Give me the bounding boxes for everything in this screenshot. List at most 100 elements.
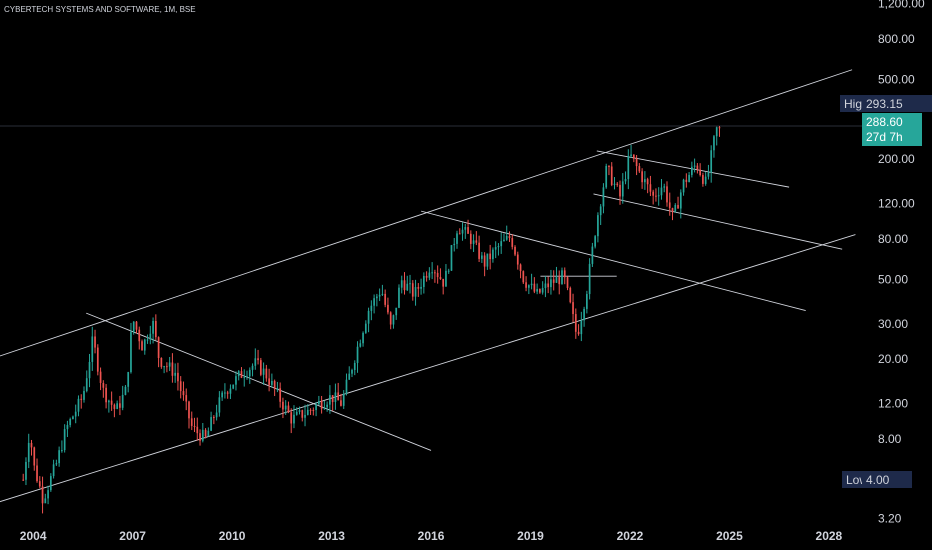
candle-body — [215, 412, 218, 418]
candle-body — [702, 175, 704, 184]
candle-body — [624, 179, 627, 182]
candle-body — [174, 372, 177, 376]
candle-body — [674, 204, 677, 212]
candle-body — [337, 392, 340, 401]
trendline — [0, 234, 856, 503]
candle-body — [221, 392, 224, 398]
x-tick-label: 2019 — [517, 529, 544, 543]
candle-body — [143, 339, 146, 351]
candle-body — [88, 361, 91, 379]
trendline — [0, 69, 853, 357]
candle-body — [367, 310, 370, 324]
candle-body — [508, 235, 511, 239]
candle-body — [431, 272, 433, 274]
candle-body — [516, 254, 519, 265]
candle-body — [248, 369, 251, 377]
candle-body — [359, 343, 362, 347]
candle-body — [464, 227, 467, 230]
candle-body — [442, 278, 445, 287]
candle-body — [25, 461, 27, 480]
candle-body — [530, 283, 533, 286]
y-tick-label: 3.20 — [878, 511, 902, 525]
candle-body — [229, 388, 232, 394]
candle-body — [602, 187, 605, 207]
candle-body — [218, 397, 221, 413]
trendline — [420, 210, 806, 312]
candle-body — [527, 285, 530, 288]
candle-body — [240, 371, 243, 378]
candle-body — [356, 346, 359, 363]
candle-body — [481, 255, 483, 259]
candle-body — [262, 368, 265, 375]
candle-body — [378, 294, 381, 297]
candle-body — [315, 404, 317, 411]
candle-body — [597, 215, 599, 237]
candle-body — [398, 287, 400, 308]
candle-body — [55, 463, 58, 465]
candle-body — [99, 371, 102, 383]
candle-body — [157, 337, 160, 358]
candle-body — [44, 498, 47, 504]
y-tick-label: 80.00 — [878, 232, 908, 246]
candle-body — [38, 481, 41, 487]
candle-body — [522, 271, 525, 283]
x-tick-label: 2004 — [20, 529, 47, 543]
y-tick-label: 800.00 — [878, 32, 915, 46]
candle-body — [641, 171, 643, 183]
candle-body — [348, 373, 351, 380]
chart-title: CYBERTECH SYSTEMS AND SOFTWARE, 1M, BSE — [4, 5, 196, 14]
candle-body — [608, 165, 610, 167]
candle-body — [511, 238, 514, 247]
candle-body — [583, 308, 585, 321]
x-tick-label: 2010 — [219, 529, 246, 543]
y-tick-label: 30.00 — [878, 317, 908, 331]
candle-body — [69, 418, 72, 426]
candle-body — [461, 229, 464, 234]
candle-body — [33, 447, 36, 466]
candle-body — [610, 166, 613, 185]
candle-body — [613, 183, 616, 185]
candle-body — [389, 312, 392, 325]
y-tick-label: 1,200.00 — [878, 0, 925, 11]
candle-body — [580, 320, 583, 335]
candle-body — [41, 486, 44, 504]
candle-body — [362, 332, 364, 344]
candle-body — [364, 323, 367, 333]
candle-body — [102, 382, 105, 388]
candle-body — [373, 298, 375, 306]
candle-body — [168, 362, 171, 367]
candle-body — [660, 187, 663, 196]
candle-body — [685, 179, 688, 182]
candle-body — [400, 280, 403, 288]
candle-body — [679, 192, 682, 209]
candle-body — [226, 392, 229, 394]
candle-body — [456, 233, 458, 244]
candle-body — [96, 347, 99, 372]
candle-body — [66, 425, 69, 430]
candle-body — [201, 429, 204, 441]
candle-body — [704, 176, 707, 184]
candle-body — [74, 411, 77, 417]
candle-body — [514, 246, 516, 255]
candle-body — [550, 279, 552, 288]
x-tick-label: 2016 — [418, 529, 445, 543]
candle-body — [475, 240, 478, 243]
bar-countdown: 27d 7h — [866, 130, 903, 144]
candle-body — [80, 398, 83, 400]
candle-body — [110, 400, 113, 405]
y-axis-ticks: 1,200.00 800.00 500.00 200.00 120.00 80.00 50.… — [878, 0, 925, 525]
y-tick-label: 20.00 — [878, 352, 908, 366]
candle-body — [453, 243, 456, 246]
x-tick-label: 2007 — [119, 529, 146, 543]
last-price-tag: 288.60 27d 7h — [862, 113, 922, 146]
candle-body — [671, 208, 674, 212]
x-axis-ticks: 2004 2007 2010 2013 2016 2019 2022 2025 2028 — [20, 529, 843, 543]
candle-body — [635, 158, 638, 167]
candle-body — [655, 195, 657, 197]
candle-body — [696, 165, 699, 170]
candle-body — [135, 321, 138, 330]
candle-body — [586, 294, 588, 309]
last-price: 288.60 — [866, 115, 903, 129]
